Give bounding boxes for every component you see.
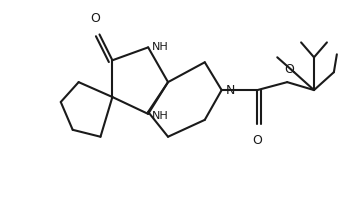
Text: O: O	[284, 63, 294, 76]
Text: NH: NH	[152, 42, 169, 52]
Text: N: N	[226, 84, 235, 97]
Text: O: O	[252, 134, 262, 147]
Text: O: O	[91, 12, 101, 24]
Text: NH: NH	[152, 111, 169, 121]
